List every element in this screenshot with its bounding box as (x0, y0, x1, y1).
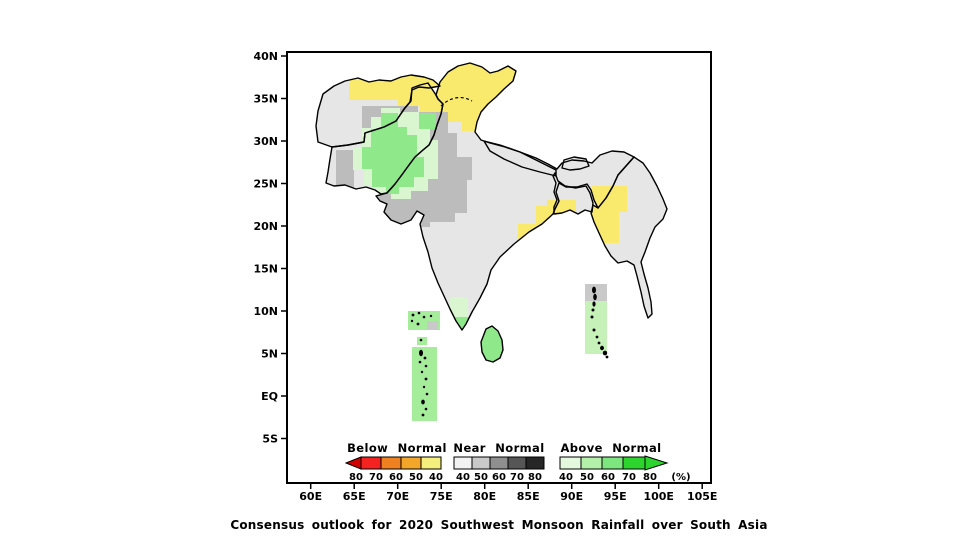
legend-below-arrow-80 (344, 456, 362, 470)
legend-near-box-80 (525, 456, 545, 470)
patch-pakistan-green-cell (419, 113, 436, 129)
legend-above-arrow-80 (644, 455, 669, 471)
lat-label-25n: 25N (253, 178, 278, 191)
map-frame (286, 51, 712, 484)
legend-near-num-50: 50 (474, 472, 488, 483)
lon-axis-labels: 60E 65E 70E 75E 80E 85E 90E 95E 100E 105… (299, 490, 717, 503)
lat-axis-labels: 40N 35N 30N 25N 20N 15N 10N 5N EQ 5S (253, 50, 278, 446)
lat-label-5s: 5S (262, 433, 278, 446)
legend-near-box-50 (471, 456, 491, 470)
patch-kerala-coast-light (450, 297, 468, 317)
legend-below-num-80: 80 (349, 472, 363, 483)
legend-near-num-80: 80 (528, 472, 542, 483)
legend-above-num-80: 80 (643, 472, 657, 483)
lat-label-20n: 20N (253, 220, 278, 233)
legend-near-normal: Near Normal 40 50 60 70 80 (453, 441, 545, 483)
legend-below-normal: Below Normal 80 70 60 50 40 (344, 441, 447, 483)
patch-sw-pakistan (336, 150, 354, 192)
legend-near-box-70 (507, 456, 527, 470)
lakshadweep-small-box (417, 337, 427, 345)
lon-label-85e: 85E (517, 490, 540, 503)
lat-label-30n: 30N (253, 135, 278, 148)
legend-near-box-60 (489, 456, 509, 470)
lon-label-95e: 95E (604, 490, 627, 503)
lon-label-100e: 100E (643, 490, 673, 503)
legend-above-box-70 (622, 456, 646, 470)
andaman-nicobar-box (585, 301, 607, 354)
legend-above-normal: Above Normal 40 50 60 70 80 (%) (559, 441, 691, 483)
legend-above-num-60: 60 (601, 472, 615, 483)
patch-west-myanmar (592, 186, 627, 243)
legend-near-num-70: 70 (510, 472, 524, 483)
figure-title: Consensus outlook for 2020 Southwest Mon… (230, 518, 767, 532)
legend-near-num-40: 40 (456, 472, 470, 483)
legend-above-num-50: 50 (580, 472, 594, 483)
legend-near-box-40 (453, 456, 473, 470)
lat-label-10n: 10N (253, 305, 278, 318)
legend-below-num-40: 40 (429, 472, 443, 483)
lon-label-90e: 90E (560, 490, 583, 503)
legend-above-normal-title: Above Normal (560, 441, 661, 455)
legend-below-num-70: 70 (369, 472, 383, 483)
lon-label-80e: 80E (473, 490, 496, 503)
legend-percent-unit: (%) (671, 472, 690, 483)
kashmir-line-of-control-dashed (440, 96, 473, 107)
lat-label-5n: 5N (261, 348, 278, 361)
lon-tick-marks (309, 483, 703, 489)
legend-above-box-60 (601, 456, 624, 470)
lon-label-65e: 65E (343, 490, 366, 503)
legend-below-box-60 (380, 456, 402, 470)
legend-above-num-40: 40 (559, 472, 573, 483)
legend-above-box-40 (559, 456, 582, 470)
lakshadweep-gray-cell (427, 321, 438, 330)
lat-tick-marks (281, 55, 287, 440)
lat-label-15n: 15N (253, 263, 278, 276)
legend-above-box-50 (580, 456, 603, 470)
legend-below-box-70 (360, 456, 382, 470)
legend-near-num-60: 60 (492, 472, 506, 483)
patch-pakistan-green-core (362, 113, 424, 194)
andaman-gray-cell (585, 284, 607, 301)
legend-near-normal-title: Near Normal (453, 441, 544, 455)
island-dots (410, 286, 609, 417)
lon-label-75e: 75E (430, 490, 453, 503)
legend-below-box-50 (400, 456, 422, 470)
lat-label-35n: 35N (253, 93, 278, 106)
lat-label-40n: 40N (253, 50, 278, 63)
lat-label-eq: EQ (261, 390, 278, 403)
island-patches (408, 284, 609, 421)
maldives-box (412, 347, 437, 421)
lon-label-70e: 70E (386, 490, 409, 503)
legend-below-num-60: 60 (389, 472, 403, 483)
legend-below-normal-title: Below Normal (347, 441, 447, 455)
legend-above-num-70: 70 (622, 472, 636, 483)
lon-label-60e: 60E (299, 490, 322, 503)
legend-below-num-50: 50 (409, 472, 423, 483)
lon-label-105e: 105E (687, 490, 717, 503)
legend-below-box-40 (420, 456, 442, 470)
